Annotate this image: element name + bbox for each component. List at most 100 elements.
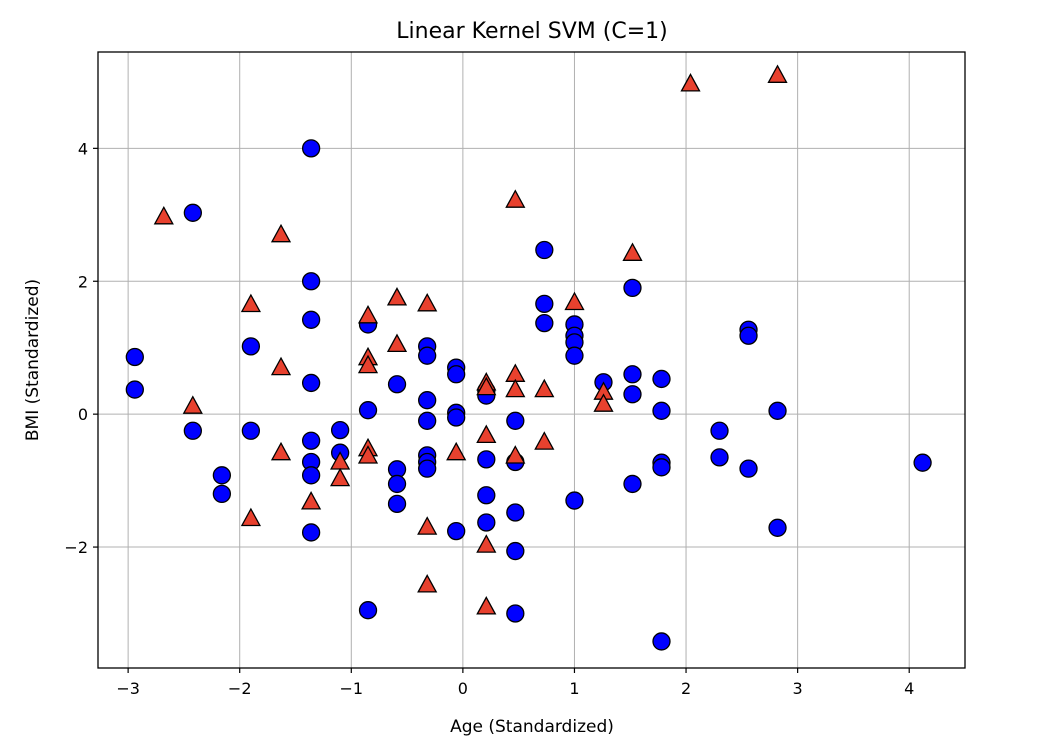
triangle-point (476, 596, 497, 615)
circle-point (387, 375, 407, 394)
circle-point (418, 411, 437, 430)
circle-point (652, 632, 671, 651)
triangle-point (680, 73, 701, 92)
circle-point (506, 604, 525, 623)
x-tick-label: 4 (904, 679, 914, 698)
circle-point (358, 401, 378, 420)
circle-point (183, 421, 202, 440)
circle-point (125, 380, 144, 399)
circle-point (913, 453, 932, 472)
circle-point (418, 391, 437, 410)
axis-ticks: −3 −2 −1 0 1 2 3 4 −2 0 2 4 (64, 139, 914, 698)
circle-point (212, 484, 232, 504)
triangle-point (330, 467, 351, 487)
x-tick-label: 1 (569, 679, 579, 698)
circle-point (506, 541, 525, 561)
data-points (125, 64, 932, 651)
circle-point (535, 240, 554, 260)
circle-point (183, 203, 202, 222)
circle-point (301, 139, 321, 158)
y-tick-label: 0 (78, 405, 88, 424)
circle-point (301, 523, 321, 542)
circle-point (623, 385, 642, 404)
y-tick-label: 2 (78, 272, 88, 291)
circle-point (447, 365, 466, 384)
triangle-point (357, 354, 379, 374)
circle-point (387, 474, 407, 494)
x-tick-label: −3 (116, 679, 140, 698)
x-tick-label: −1 (339, 679, 363, 698)
circle-point (301, 310, 321, 329)
triangle-point (417, 574, 438, 593)
circle-point (387, 494, 407, 514)
triangle-point (357, 445, 379, 464)
triangle-point (476, 376, 497, 396)
triangle-point (386, 333, 408, 353)
circle-point (125, 347, 144, 367)
circle-point (418, 459, 437, 478)
triangle-point (417, 516, 438, 535)
circle-point (565, 491, 584, 510)
triangle-point (505, 378, 526, 398)
triangle-point (301, 491, 322, 510)
x-tick-label: −2 (228, 679, 252, 698)
circle-point (301, 272, 321, 291)
triangle-point (505, 445, 526, 464)
circle-point (652, 369, 671, 389)
circle-point (301, 373, 321, 393)
circle-point (506, 503, 525, 522)
triangle-point (417, 292, 438, 312)
triangle-point (564, 291, 585, 311)
plot-frame (97, 51, 966, 669)
circle-point (418, 346, 437, 365)
triangle-point (534, 378, 555, 398)
circle-point (477, 513, 496, 532)
triangle-point (767, 64, 788, 83)
circle-point (535, 294, 554, 313)
circle-point (447, 408, 466, 427)
circle-point (358, 601, 378, 620)
x-tick-label: 0 (458, 679, 468, 698)
circle-point (739, 326, 758, 345)
triangle-point (446, 441, 467, 461)
circle-point (652, 401, 671, 420)
circle-point (506, 411, 525, 430)
triangle-point (534, 431, 555, 450)
circle-point (477, 486, 496, 505)
y-tick-label: −2 (64, 538, 88, 557)
triangle-point (476, 534, 497, 553)
triangle-point (240, 507, 261, 527)
circle-point (301, 431, 321, 450)
triangle-point (386, 287, 408, 306)
chart-title: Linear Kernel SVM (C=1) (396, 19, 667, 44)
y-axis-label: BMI (Standardized) (23, 279, 43, 441)
circle-point (477, 450, 496, 469)
circle-point (768, 401, 787, 420)
x-tick-label: 2 (681, 679, 691, 698)
triangle-point (270, 223, 292, 243)
circle-point (623, 278, 642, 298)
circle-point (535, 313, 554, 333)
circle-point (241, 421, 261, 440)
circle-point (447, 521, 466, 541)
x-axis-label: Age (Standardized) (450, 717, 614, 737)
circle-point (623, 365, 642, 384)
triangle-point (153, 205, 174, 225)
triangle-point (622, 242, 643, 261)
circle-point (768, 518, 787, 537)
circle-point (565, 346, 584, 365)
circle-point (330, 420, 350, 440)
triangle-point (182, 395, 203, 414)
triangle-point (240, 293, 261, 313)
circle-point (301, 466, 321, 485)
triangle-point (270, 441, 292, 461)
circle-point (241, 337, 261, 356)
triangle-point (505, 189, 526, 208)
circle-point (212, 466, 232, 485)
circle-point (710, 421, 729, 440)
circle-point (623, 474, 642, 494)
circle-point (652, 458, 671, 477)
circle-point (710, 448, 729, 467)
